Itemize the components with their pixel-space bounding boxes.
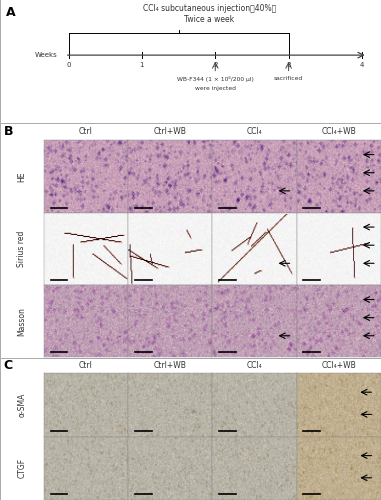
Text: CCl₄: CCl₄ [247,361,263,370]
Text: α-SMA: α-SMA [18,392,26,417]
Text: 2: 2 [213,62,218,68]
Text: 3: 3 [287,62,291,68]
Text: Ctrl+WB: Ctrl+WB [154,361,187,370]
Text: Ctrl: Ctrl [79,361,93,370]
Text: WB-F344 (1 × 10⁶/200 μl): WB-F344 (1 × 10⁶/200 μl) [177,76,254,82]
Text: Weeks: Weeks [34,52,57,58]
Text: Ctrl+WB: Ctrl+WB [154,127,187,136]
Text: Ctrl: Ctrl [79,127,93,136]
Text: 1: 1 [140,62,144,68]
Text: 4: 4 [360,62,364,68]
Text: sacrificed: sacrificed [274,76,303,81]
Text: C: C [4,359,13,372]
Text: Sirius red: Sirius red [18,230,26,267]
Text: CTGF: CTGF [18,458,26,478]
Text: 0: 0 [66,62,71,68]
Text: Twice a week: Twice a week [184,14,235,24]
Text: CCl₄: CCl₄ [247,127,263,136]
Text: HE: HE [18,171,26,181]
Text: CCl₄+WB: CCl₄+WB [322,127,356,136]
Text: Masson: Masson [18,307,26,336]
Text: were injected: were injected [195,86,236,91]
Text: A: A [6,6,15,19]
Text: CCl₄ subcutaneous injection（40%）: CCl₄ subcutaneous injection（40%） [143,4,276,13]
Text: CCl₄+WB: CCl₄+WB [322,361,356,370]
Text: B: B [4,125,13,138]
